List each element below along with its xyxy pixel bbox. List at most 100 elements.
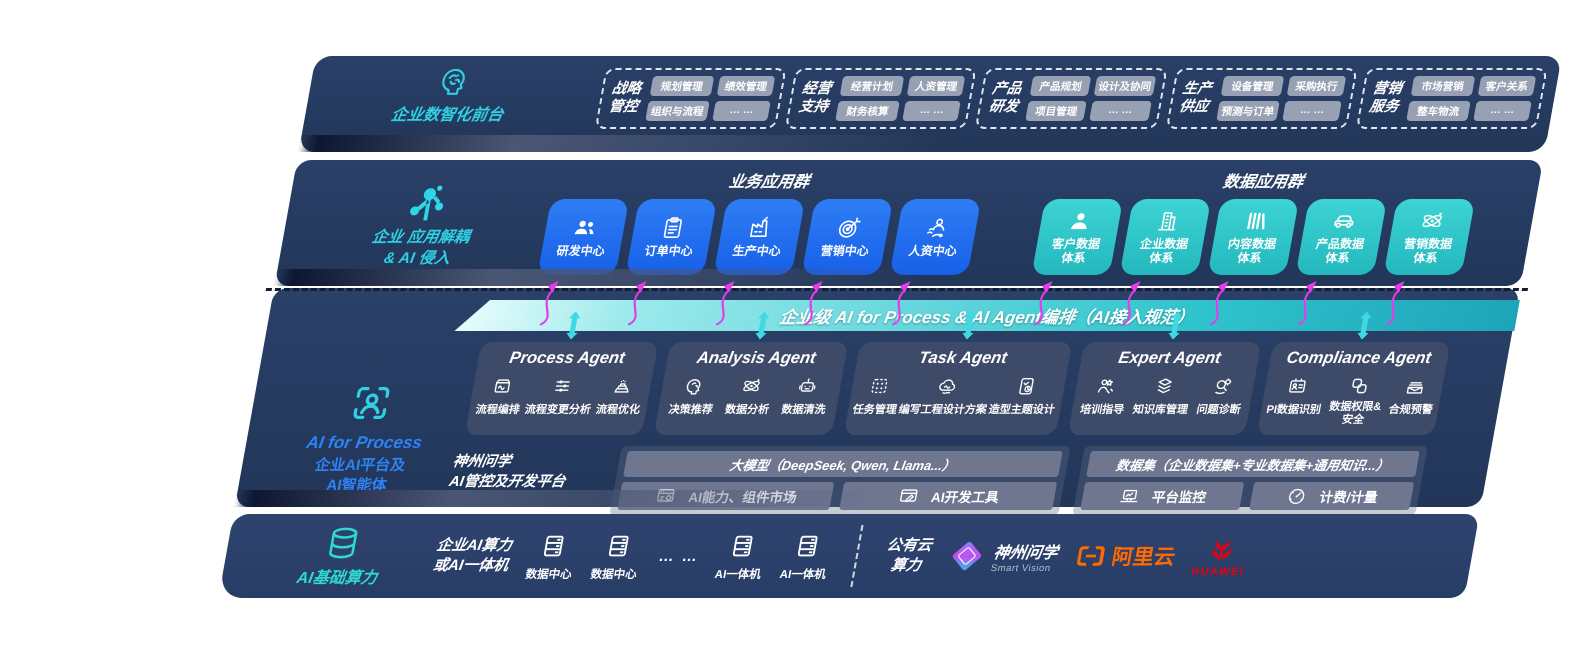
data-group-title: 数据应用群 (1221, 174, 1305, 191)
group-title: 生产供应 (1177, 81, 1213, 115)
pill: 市场营销 (1410, 76, 1475, 96)
agent-row: Process Agent 流程编排 流程变更分析 流程优化 Analysis … (464, 342, 1451, 436)
dashed-divider (850, 525, 864, 587)
pill: 产品规划 (1030, 76, 1092, 96)
data-app-group: 数据应用群 客户数据 体系 企业数据 体系 内容数据 体系 (1020, 168, 1491, 275)
data-atom-icon (738, 375, 764, 397)
huawei-logo: HUAWEI (1190, 535, 1251, 578)
smartvision-diamond-icon (952, 541, 982, 571)
focus-person-icon (344, 380, 398, 426)
team-icon (570, 215, 601, 241)
app-box-order-center: 订单中心 (625, 199, 718, 275)
styling-checklist-icon (1013, 375, 1039, 397)
pill: 项目管理 (1025, 101, 1087, 121)
pi-idcard-icon (1285, 375, 1311, 397)
group-title: 营销服务 (1368, 81, 1404, 115)
group-product-rd: 产品研发 产品规划 设计及协同 项目管理 … … (975, 68, 1168, 129)
factory-icon (746, 215, 777, 241)
knowledge-layers-icon (1152, 375, 1178, 397)
dataset-panel-header: 数据集（企业数据集+专业数据集+通用知识...） (1085, 451, 1420, 477)
agent-compliance: Compliance Agent PI数据识别 数据权限&安全 合规预警 (1256, 342, 1451, 436)
ai-platform-label: AI for Process 企业AI平台及 AI智能体 (271, 380, 460, 497)
flow-orchestration-icon (489, 375, 515, 397)
app-layer-label: 企业 应用解耦 & AI 侵入 (317, 182, 528, 270)
task-grid-icon (866, 375, 892, 397)
pill: … … (1089, 101, 1152, 121)
front-office-groups: 战略管控 规划管理 绩效管理 组织与流程 … … 经营支持 经营计划 人资管理 … (594, 68, 1548, 129)
pill: 预测与订单 (1215, 101, 1281, 121)
database-icon (321, 524, 366, 562)
marketing-atom-icon (1417, 208, 1448, 234)
gauge-icon (1284, 485, 1310, 507)
aliyun-bracket-icon (1073, 541, 1108, 571)
architecture-diagram: 企业数智化前台 战略管控 规划管理 绩效管理 组织与流程 … … 经营支持 经营… (209, 49, 1571, 607)
app-box-hr-center: 人资中心 (889, 199, 982, 275)
window-pen-icon (895, 485, 921, 507)
product-car-icon (1329, 208, 1360, 234)
data-box-customer: 客户数据 体系 (1031, 199, 1124, 275)
model-panel-header: 大模型（DeepSeek, Qwen, Llama...） (623, 451, 1063, 477)
infrastructure-label: AI基础算力 (260, 524, 422, 588)
app-layer-title-line2: & AI 侵入 (382, 249, 452, 267)
group-operation: 经营支持 经营计划 人资管理 财务核算 … … (784, 68, 978, 129)
pill: 整车物流 (1405, 101, 1471, 121)
pill: 组织与流程 (645, 101, 710, 121)
app-box-rd-center: 研发中心 (537, 199, 630, 275)
pill: 财务核算 (835, 101, 900, 121)
server-icon (790, 531, 825, 561)
pill: 采购执行 (1287, 76, 1347, 96)
laptop-monitor-icon (1116, 485, 1142, 507)
decision-head-icon (682, 375, 708, 397)
layer-ai-platform: 企业级 AI for Process & AI Agent编排（AI接入规范） … (234, 288, 1529, 515)
enterprise-compute-label: 企业AI算力 或AI一体机 (431, 536, 514, 574)
business-group-title: 业务应用群 (727, 174, 811, 191)
front-office-label: 企业数智化前台 (345, 64, 556, 125)
pill: 客户关系 (1477, 76, 1537, 96)
server-icon (601, 531, 636, 561)
change-analysis-icon (549, 375, 575, 397)
pill: 设计及协同 (1093, 76, 1156, 96)
model-panel: 大模型（DeepSeek, Qwen, Llama...） AI能力、组件市场 … (609, 446, 1071, 515)
layer-app-decoupling: 企业 应用解耦 & AI 侵入 业务应用群 研发中心 订单中心 生产中心 (274, 160, 1544, 286)
pill: … … (902, 101, 962, 121)
app-box-production-center: 生产中心 (713, 199, 806, 275)
target-icon (834, 215, 865, 241)
pill: 规划管理 (649, 76, 715, 96)
agent-analysis: Analysis Agent 决策推荐 数据分析 数据清洗 (653, 342, 848, 436)
dev-platform-row: 神州问学 AI管控及开发平台 大模型（DeepSeek, Qwen, Llama… (443, 446, 1428, 515)
app-box-marketing-center: 营销中心 (801, 199, 894, 275)
layer-infrastructure: AI基础算力 企业AI算力 或AI一体机 数据中心 数据中心 … … AI一体机 (218, 514, 1480, 598)
business-app-group: 业务应用群 研发中心 订单中心 生产中心 (528, 168, 995, 275)
ai-platform-title-en: AI for Process (304, 433, 424, 452)
engineering-cloud-icon (934, 375, 960, 397)
data-box-content: 内容数据 体系 (1207, 199, 1300, 275)
pill: 设备管理 (1220, 76, 1285, 96)
customer-user-icon (1065, 208, 1096, 234)
cell-billing-metering: 计费/计量 (1249, 482, 1415, 510)
group-title: 产品研发 (987, 81, 1023, 115)
layer-front-office: 企业数智化前台 战略管控 规划管理 绩效管理 组织与流程 … … 经营支持 经营… (298, 56, 1562, 152)
flow-optimization-icon (609, 375, 635, 397)
app-layer-title-line1: 企业 应用解耦 (370, 229, 471, 246)
pill: … … (1472, 101, 1532, 121)
ai-brain-head-icon (433, 64, 473, 98)
group-marketing-service: 营销服务 市场营销 客户关系 整车物流 … … (1355, 68, 1548, 129)
permission-link-icon (1346, 375, 1372, 397)
cleaning-robot-icon (795, 375, 821, 397)
agent-process: Process Agent 流程编排 流程变更分析 流程优化 (464, 342, 659, 436)
hr-person-icon (922, 215, 953, 241)
server-icon (536, 531, 571, 561)
content-library-icon (1241, 208, 1272, 234)
pill: 绩效管理 (716, 76, 776, 96)
node-ai-appliance-2: AI一体机 (779, 531, 834, 582)
cell-ai-dev-tools: AI开发工具 (839, 482, 1057, 510)
pill: … … (712, 101, 771, 121)
agent-task: Task Agent 任务管理 编写工程设计方案 造型主题设计 (843, 342, 1072, 436)
server-icon (725, 531, 760, 561)
cell-platform-monitoring: 平台监控 (1079, 482, 1245, 510)
node-datacenter-1: 数据中心 (524, 531, 579, 582)
group-strategy: 战略管控 规划管理 绩效管理 组织与流程 … … (594, 68, 787, 129)
window-gear-icon (653, 485, 679, 507)
node-datacenter-2: 数据中心 (589, 531, 644, 582)
smartvision-logo: 神州问学 Smart Vision (946, 538, 1060, 574)
